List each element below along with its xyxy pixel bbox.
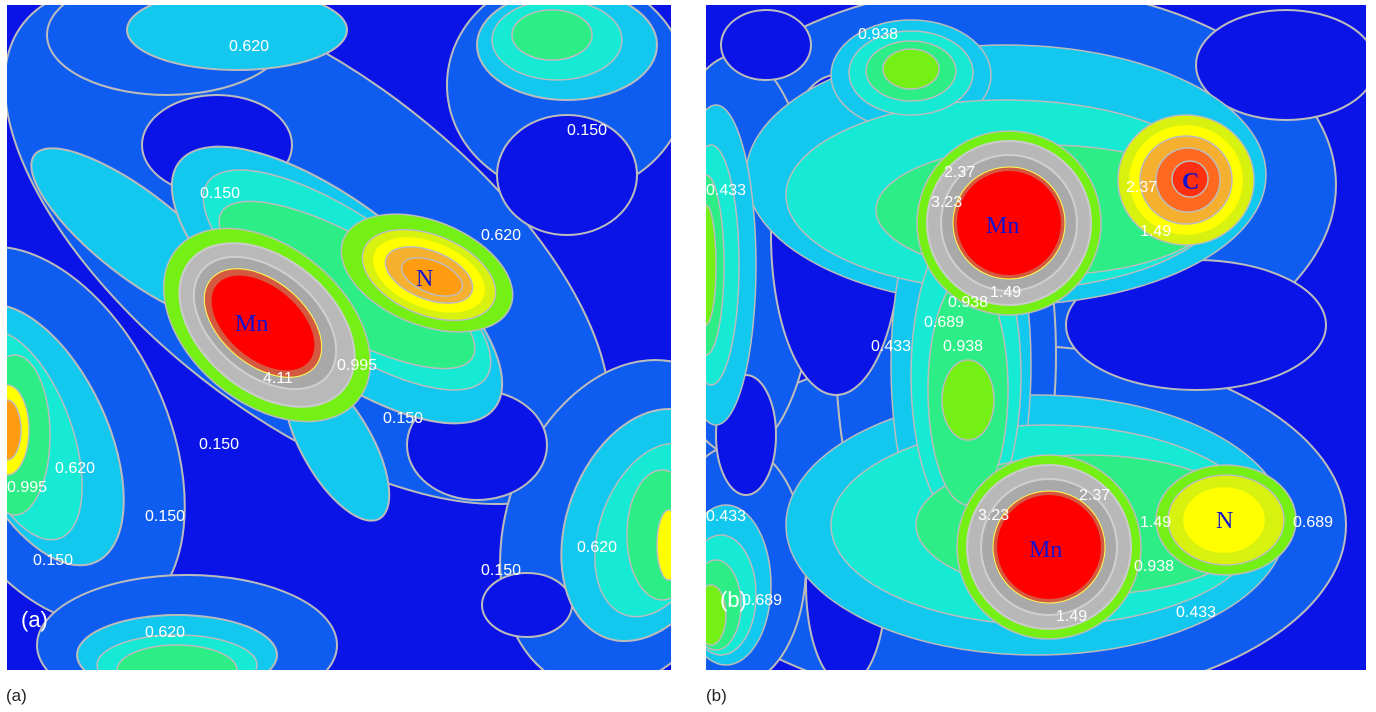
contour-label: 4.11: [263, 370, 293, 387]
atom-label-mn-bottom: Mn: [1029, 537, 1062, 563]
panel-a-n-density: [340, 213, 514, 333]
panel-a-contour-plot: 0.620 0.150 0.150 0.620 4.11 0.995 0.150…: [7, 5, 671, 670]
contour-label: 0.620: [55, 460, 95, 477]
panel-a-contour-labels: 0.620 0.150 0.150 0.620 4.11 0.995 0.150…: [7, 38, 617, 641]
contour-label: 2.37: [1079, 487, 1110, 504]
contour-label: 1.49: [1140, 514, 1171, 531]
panel-a-mn-density: [162, 227, 372, 423]
contour-label: 0.150: [199, 436, 239, 453]
contour-label: 0.620: [577, 539, 617, 556]
contour-label: 0.689: [1293, 514, 1333, 531]
panel-b-inner-label: (b): [720, 587, 747, 612]
contour-label: 1.49: [1140, 223, 1171, 240]
contour-label: 0.150: [200, 185, 240, 202]
atom-label-n: N: [416, 266, 433, 292]
caption-a: (a): [6, 686, 27, 705]
contour-label: 2.37: [1126, 179, 1157, 196]
panel-b-c-density: [1117, 114, 1255, 246]
contour-label: 0.620: [145, 624, 185, 641]
contour-label: 0.689: [924, 314, 964, 331]
panel-b-contour-plot: 0.938 0.433 2.37 3.23 1.49 0.938 2.37 1.…: [706, 5, 1366, 670]
contour-label: 0.938: [1134, 558, 1174, 575]
caption-b: (b): [706, 686, 727, 705]
panel-b-mn-density-top: [916, 130, 1102, 316]
panel-a-atom-labels: Mn N: [235, 266, 433, 337]
atom-label-c: C: [1182, 169, 1199, 195]
contour-label: 0.620: [481, 227, 521, 244]
panel-b-n-density: [1167, 474, 1285, 566]
contour-label: 0.150: [481, 562, 521, 579]
contour-label: 3.23: [931, 194, 962, 211]
contour-label: 0.938: [948, 294, 988, 311]
panel-b-atom-labels: Mn C Mn N: [986, 169, 1233, 563]
panel-b-density-map: 0.938 0.433 2.37 3.23 1.49 0.938 2.37 1.…: [706, 5, 1366, 670]
contour-label: 0.433: [706, 508, 746, 525]
panel-a-inner-label: (a): [21, 607, 48, 632]
atom-label-mn: Mn: [235, 311, 268, 337]
atom-label-mn-top: Mn: [986, 213, 1019, 239]
panel-b-mn-density-bottom: [956, 454, 1142, 640]
contour-label: 0.150: [33, 552, 73, 569]
contour-label: 0.150: [145, 508, 185, 525]
contour-label: 0.433: [706, 182, 746, 199]
atom-label-n: N: [1216, 508, 1233, 534]
contour-label: 0.433: [871, 338, 911, 355]
contour-label: 1.49: [1056, 608, 1087, 625]
contour-label: 3.23: [978, 507, 1009, 524]
contour-label: 0.150: [567, 122, 607, 139]
contour-label: 0.938: [943, 338, 983, 355]
contour-label: 0.150: [383, 410, 423, 427]
contour-label: 0.433: [1176, 604, 1216, 621]
panel-b-contour-labels: 0.938 0.433 2.37 3.23 1.49 0.938 2.37 1.…: [706, 26, 1333, 625]
contour-label: 0.938: [858, 26, 898, 43]
contour-label: 0.689: [742, 592, 782, 609]
contour-label: 0.620: [229, 38, 269, 55]
contour-label: 2.37: [944, 164, 975, 181]
contour-label: 0.995: [7, 479, 47, 496]
contour-label: 1.49: [990, 284, 1021, 301]
panel-a-density-map: 0.620 0.150 0.150 0.620 4.11 0.995 0.150…: [7, 5, 671, 670]
contour-label: 0.995: [337, 357, 377, 374]
